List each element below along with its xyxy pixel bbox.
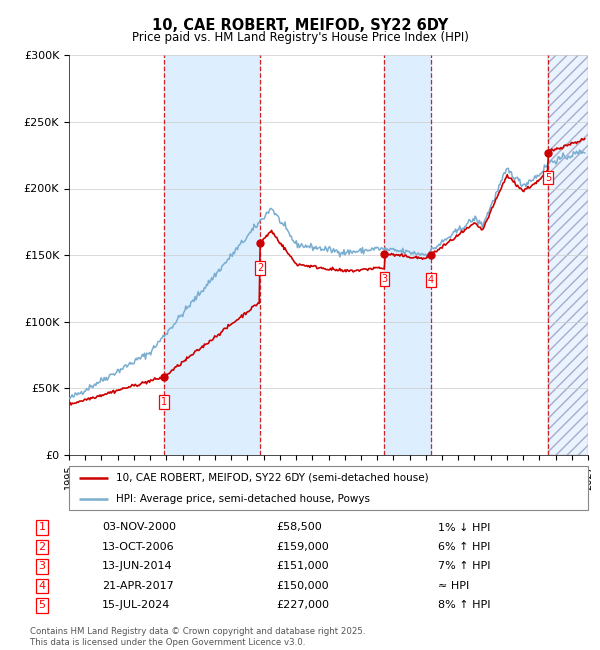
Text: 15-JUL-2024: 15-JUL-2024 xyxy=(102,601,170,610)
Text: 3: 3 xyxy=(38,562,46,571)
Text: 3: 3 xyxy=(382,274,388,284)
Text: 10, CAE ROBERT, MEIFOD, SY22 6DY (semi-detached house): 10, CAE ROBERT, MEIFOD, SY22 6DY (semi-d… xyxy=(116,473,428,482)
Text: 10, CAE ROBERT, MEIFOD, SY22 6DY: 10, CAE ROBERT, MEIFOD, SY22 6DY xyxy=(152,18,448,33)
Text: 8% ↑ HPI: 8% ↑ HPI xyxy=(438,601,491,610)
Text: HPI: Average price, semi-detached house, Powys: HPI: Average price, semi-detached house,… xyxy=(116,494,370,504)
Text: 2: 2 xyxy=(38,542,46,552)
Bar xyxy=(548,55,588,455)
Text: 5: 5 xyxy=(545,172,551,183)
Text: £58,500: £58,500 xyxy=(276,523,322,532)
FancyBboxPatch shape xyxy=(69,466,588,510)
Text: 6% ↑ HPI: 6% ↑ HPI xyxy=(438,542,490,552)
Text: 13-JUN-2014: 13-JUN-2014 xyxy=(102,562,173,571)
Text: 21-APR-2017: 21-APR-2017 xyxy=(102,581,174,591)
Text: 1: 1 xyxy=(161,397,167,407)
Text: 4: 4 xyxy=(428,275,434,285)
Text: £159,000: £159,000 xyxy=(276,542,329,552)
Bar xyxy=(548,55,588,455)
Bar xyxy=(164,55,260,455)
Text: 1% ↓ HPI: 1% ↓ HPI xyxy=(438,523,490,532)
Text: Contains HM Land Registry data © Crown copyright and database right 2025.
This d: Contains HM Land Registry data © Crown c… xyxy=(30,627,365,647)
Text: £227,000: £227,000 xyxy=(276,601,329,610)
Text: 4: 4 xyxy=(38,581,46,591)
Text: 03-NOV-2000: 03-NOV-2000 xyxy=(102,523,176,532)
Text: £150,000: £150,000 xyxy=(276,581,329,591)
Text: 5: 5 xyxy=(38,601,46,610)
Text: 2: 2 xyxy=(257,263,263,273)
Bar xyxy=(385,55,431,455)
Text: ≈ HPI: ≈ HPI xyxy=(438,581,469,591)
Text: 13-OCT-2006: 13-OCT-2006 xyxy=(102,542,175,552)
Text: Price paid vs. HM Land Registry's House Price Index (HPI): Price paid vs. HM Land Registry's House … xyxy=(131,31,469,44)
Text: 7% ↑ HPI: 7% ↑ HPI xyxy=(438,562,491,571)
Text: 1: 1 xyxy=(38,523,46,532)
Text: £151,000: £151,000 xyxy=(276,562,329,571)
